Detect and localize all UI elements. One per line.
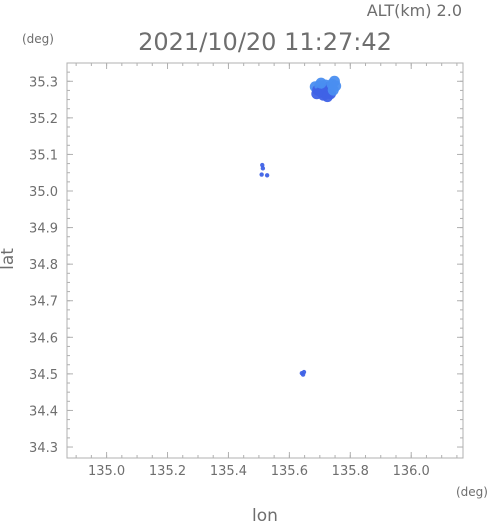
- echo-point: [300, 372, 306, 377]
- y-tick-label: 34.3: [29, 441, 58, 456]
- x-axis-ticks: 135.0 135.2 135.4 135.6 135.8 136.0: [75, 63, 458, 479]
- altitude-label: ALT(km) 2.0: [367, 1, 462, 20]
- y-tick-label: 35.3: [29, 75, 58, 90]
- x-tick-label: 135.4: [210, 464, 247, 479]
- y-tick-label: 34.9: [29, 222, 58, 237]
- x-tick-label: 135.0: [88, 464, 125, 479]
- y-axis-label: lat: [0, 248, 18, 270]
- echo-point: [260, 166, 266, 171]
- timestamp-title: 2021/10/20 11:27:42: [138, 28, 392, 56]
- y-tick-label: 34.5: [29, 368, 58, 383]
- echo-point: [259, 172, 264, 177]
- echo-point: [315, 77, 327, 89]
- x-tick-label: 135.8: [332, 464, 369, 479]
- echo-point: [260, 162, 265, 168]
- y-tick-label: 35.0: [29, 185, 58, 200]
- x-tick-label: 136.0: [393, 464, 430, 479]
- echo-point: [264, 173, 270, 178]
- y-tick-label: 34.4: [29, 404, 58, 419]
- y-tick-label: 34.6: [29, 331, 58, 346]
- x-tick-label: 135.2: [149, 464, 186, 479]
- y-axis-ticks: 34.3 34.4 34.5 34.6 34.7 34.8 34.9 35.0 35.1 35.2…: [29, 62, 463, 456]
- y-tick-label: 34.7: [29, 295, 58, 310]
- echo-point: [311, 88, 323, 100]
- y-tick-label: 35.2: [29, 112, 58, 127]
- x-unit-label: (deg): [456, 485, 488, 499]
- echo-layer: [259, 75, 342, 377]
- echo-point: [330, 80, 342, 92]
- y-tick-label: 34.8: [29, 258, 58, 273]
- plot-area-frame: [66, 62, 464, 459]
- y-unit-label: (deg): [22, 32, 54, 46]
- x-axis-label: lon: [252, 506, 278, 521]
- y-tick-label: 35.1: [29, 148, 58, 163]
- x-tick-label: 135.6: [271, 464, 308, 479]
